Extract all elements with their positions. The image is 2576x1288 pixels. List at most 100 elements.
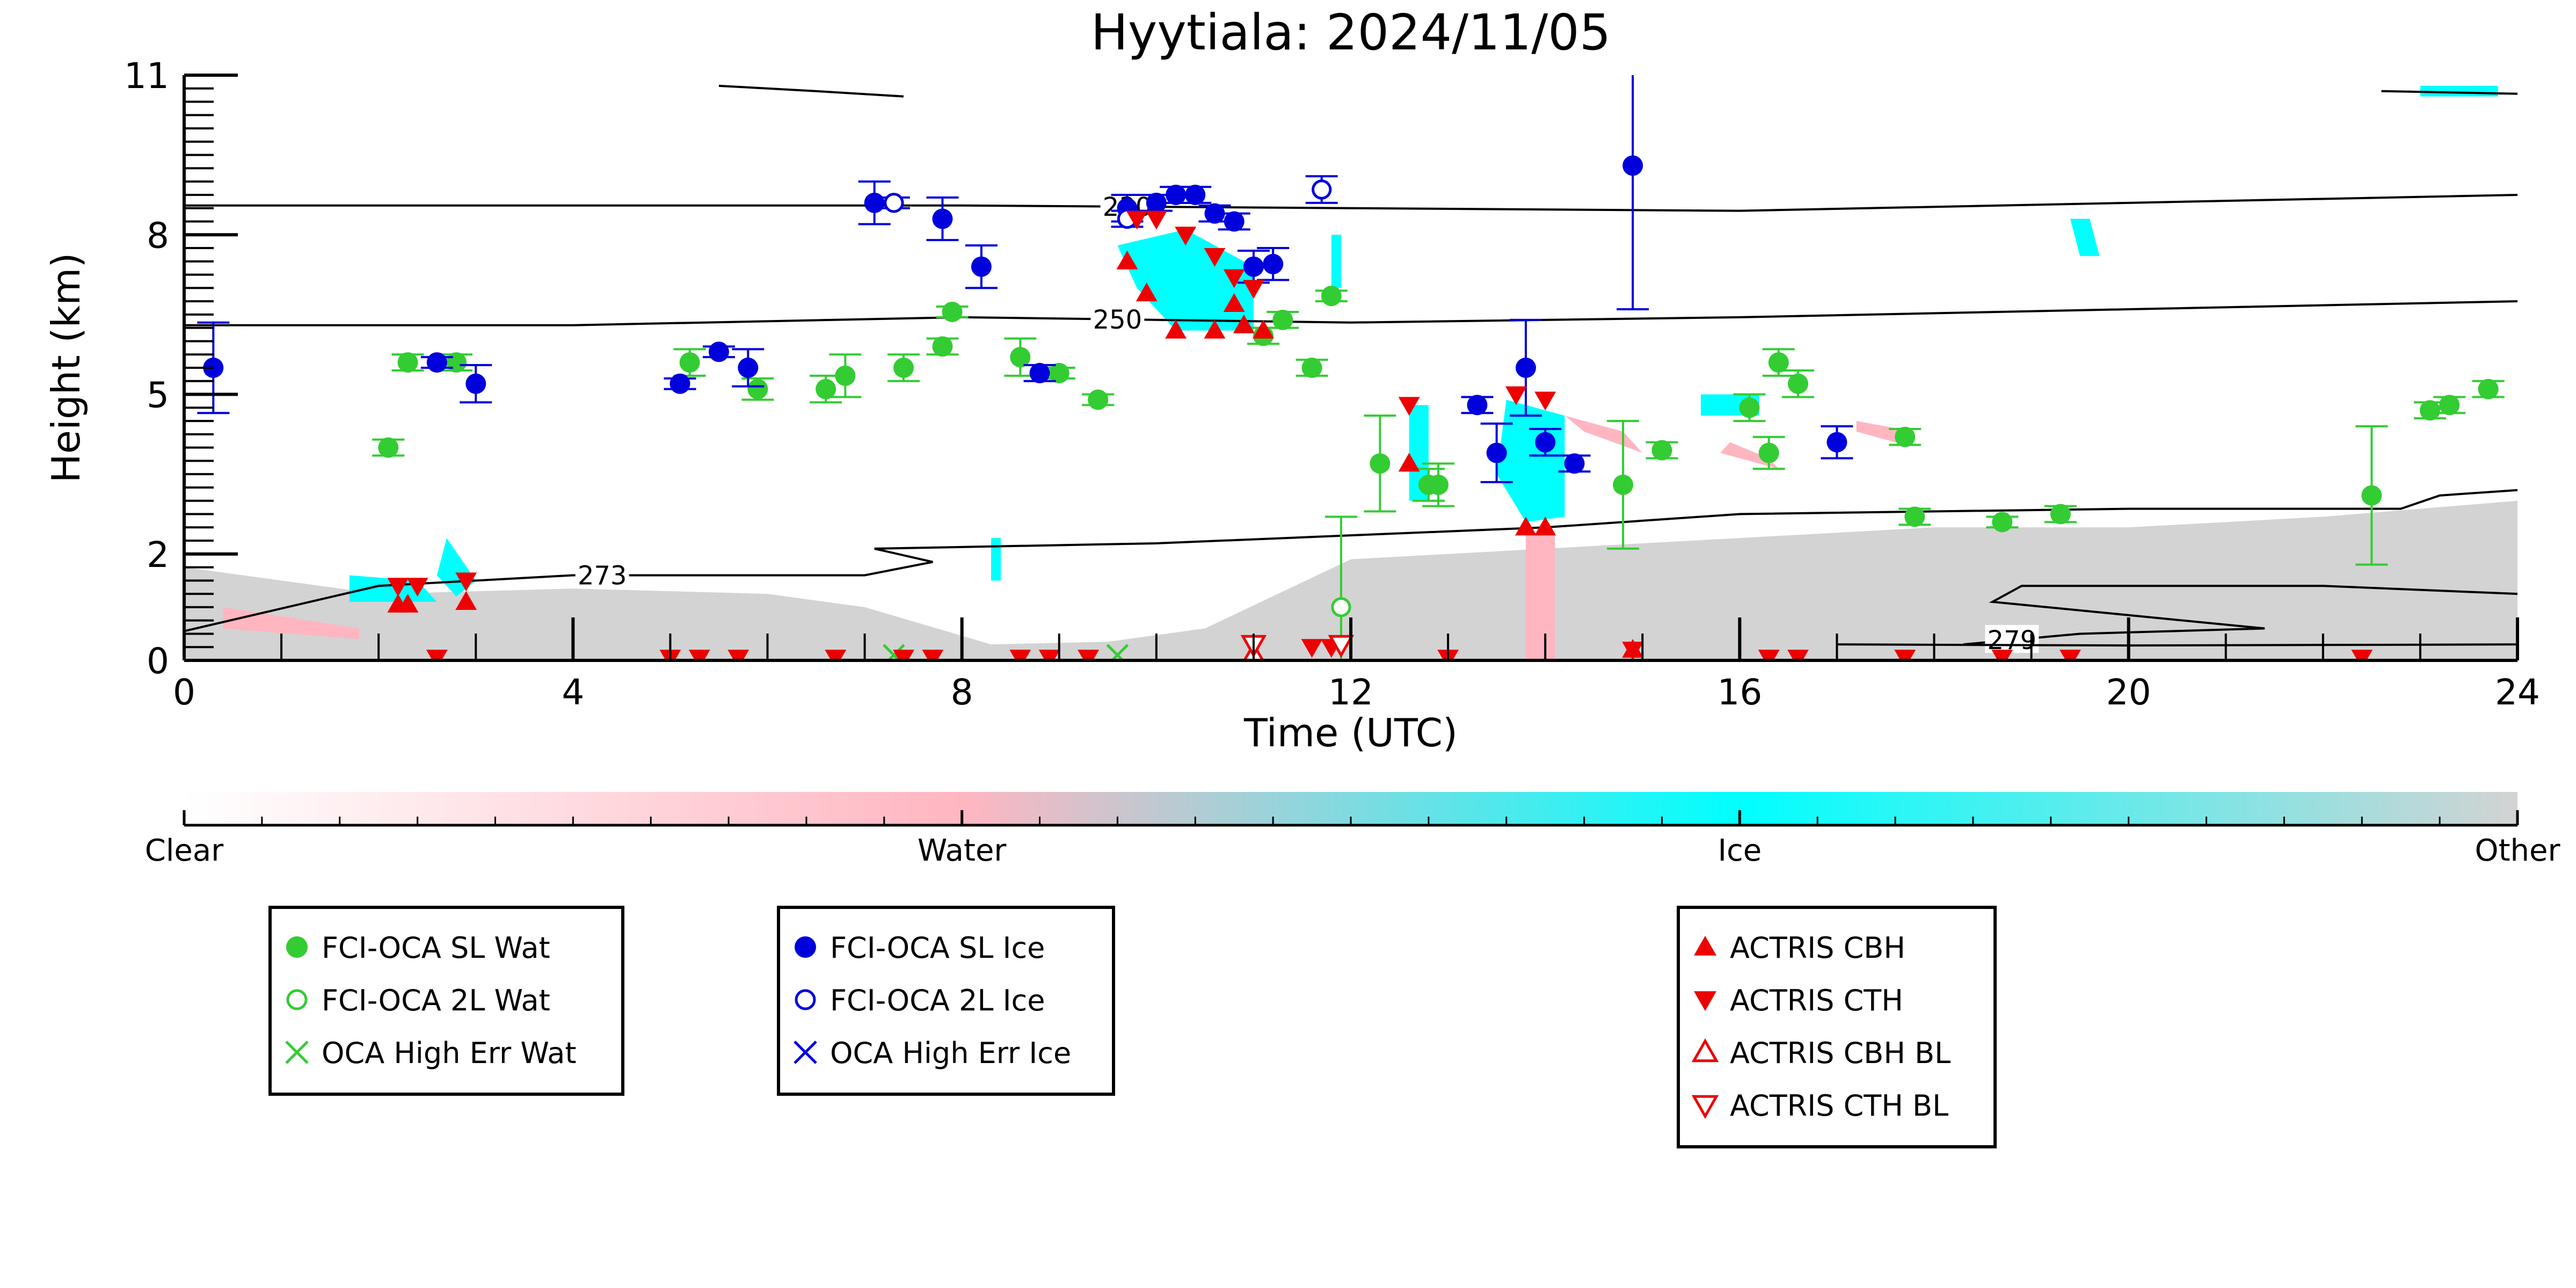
chart-title: Hyytiala: 2024/11/05 [1091,4,1611,61]
data-point [1223,269,1245,288]
data-point [1301,639,1323,658]
data-point [1534,391,1556,411]
data-point [1622,155,1643,176]
data-point [708,341,729,362]
data-point [1370,453,1391,474]
data-point [1613,475,1634,495]
series-fci-oca-sl-ice [197,75,1853,484]
contour-label: 250 [1093,305,1143,335]
data-markers [197,75,2505,660]
data-point [883,644,905,660]
data-point [1233,314,1255,333]
cloudnet-patch-ice [436,538,476,597]
data-point [406,578,428,597]
x-tick-label: 8 [951,672,973,713]
legend-marker [1691,1038,1719,1063]
data-point [1253,319,1274,339]
data-point [884,193,904,213]
cloudnet-patch-ice [2070,219,2100,256]
data-point [835,365,856,386]
x-axis-title: Time (UTC) [1243,710,1458,755]
data-point [2050,504,2071,525]
legend-box: ACTRIS CBH ACTRIS CTH ACTRIS CBH BL ACTRIS … [1677,906,1997,1148]
data-point [465,373,486,394]
legend-frame [777,906,1115,1096]
data-point [1165,319,1187,339]
data-point [1145,210,1167,230]
data-point [1827,432,1847,453]
series-oca-high-err-wat [883,644,1129,660]
data-point [1038,650,1060,660]
data-point [932,208,953,229]
data-point [1651,440,1672,461]
colorbar-labels: Clear Water Ice Other [145,833,2561,868]
data-point [1787,373,1808,394]
legend-marker [285,1040,309,1064]
y-tick-label: 2 [147,534,169,576]
contour-line [184,300,2517,326]
data-point [825,650,847,660]
x-tick-label: 16 [1717,672,1762,713]
cloudnet-patch-other [184,500,2517,660]
data-point [1398,453,1420,472]
contour-line [184,193,2517,212]
legends: FCI-OCA SL Wat FCI-OCA 2L Wat OCA High Err… [268,906,1997,1148]
data-point [1622,642,1644,660]
data-point [1505,386,1527,405]
data-point [1895,426,1916,447]
legend-box: FCI-OCA SL Ice FCI-OCA 2L Ice OCA High Err… [777,906,1115,1096]
data-point [446,352,467,373]
data-point [864,192,885,213]
data-point [1204,203,1225,224]
legend-frame [1677,906,1997,1148]
legend-label: FCI-OCA SL Ice [830,931,1045,965]
data-point [1992,512,2013,533]
data-point [1321,286,1342,307]
data-point [1515,516,1537,536]
cloudnet-patch-ice [1331,235,1341,288]
data-point [1758,650,1780,660]
colorbar-label: Other [2475,833,2560,868]
data-point [1398,397,1420,416]
data-point [1272,309,1293,330]
data-point [378,437,399,458]
data-point [1029,362,1050,383]
data-point [1243,256,1264,277]
data-point [1204,319,1226,339]
x-tick-label: 4 [562,672,584,713]
data-point [1768,352,1789,373]
data-point [1758,442,1779,463]
contour-line [1963,585,2517,646]
legend-marker [1694,936,1716,956]
data-point [426,352,447,373]
y-axis-title: Height (km) [43,253,89,483]
colorbar-label: Water [918,833,1007,868]
data-point [1904,506,1925,527]
x-tick-label: 24 [2495,672,2540,713]
contour-label-bg [575,560,629,588]
legend-marker [1691,1095,1719,1119]
data-point [1126,210,1148,230]
colorbar-label: Ice [1718,833,1762,868]
legend-box: FCI-OCA SL Wat FCI-OCA 2L Wat OCA High Err… [268,906,624,1096]
data-point [1331,597,1351,617]
data-point [1175,227,1197,246]
data-point [893,358,914,378]
legend-label: OCA High Err Wat [322,1036,577,1070]
data-point [922,650,944,660]
y-tick-label: 11 [124,55,169,97]
legend-label: ACTRIS CBH BL [1730,1036,1951,1070]
data-point [1991,650,2013,660]
data-point [2351,650,2373,660]
data-point [1009,650,1031,660]
x-tick-label: 0 [173,672,195,713]
data-point [1116,250,1138,270]
y-tick-label: 0 [147,641,169,682]
legend-label: OCA High Err Ice [830,1036,1071,1070]
temperature-contours: 230250273279 [184,84,2517,656]
data-point [2420,400,2441,421]
data-point [727,650,749,660]
data-point [455,591,477,610]
data-point [2439,395,2460,416]
